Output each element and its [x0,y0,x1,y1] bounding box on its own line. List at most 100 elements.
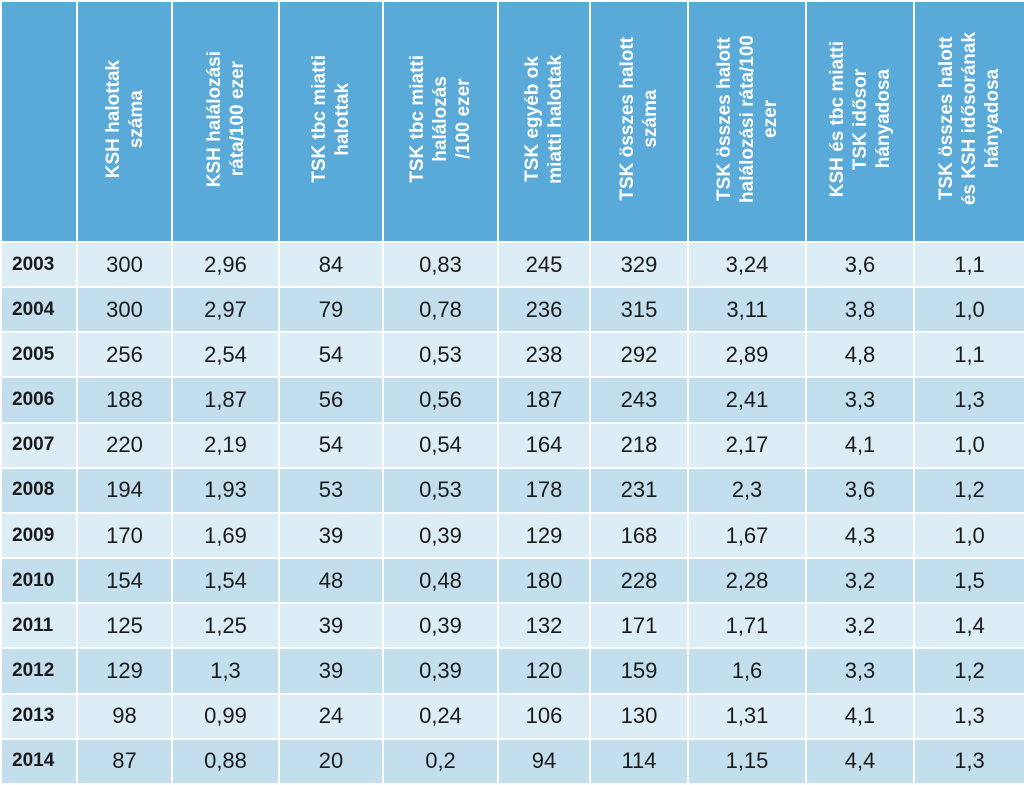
table-cell: 1,1 [913,240,1024,289]
table-cell: 1,87 [171,376,280,424]
table-cell: 188 [76,376,173,424]
table-cell: 39 [278,647,384,695]
table-cell: 20 [278,737,384,785]
table-cell: 2,89 [687,331,807,379]
table-cell: 4,1 [805,692,915,740]
table-cell: 228 [589,557,689,605]
table-cell: 171 [589,602,689,650]
column-header: TSK tbc miatti halottak [278,0,384,243]
table-cell: 129 [497,511,591,560]
table-cell: 48 [278,557,384,605]
table-cell: 98 [76,692,173,740]
table-cell: 154 [76,557,173,605]
table-cell: 0,53 [382,331,499,379]
header-corner [0,0,78,243]
table-cell: 1,4 [913,602,1024,650]
table-cell: 218 [589,421,689,469]
table-row: 2014 87 0,88 20 0,2 94 114 1,15 4,4 1,3 [0,737,1024,785]
table-cell: 3,8 [805,286,915,334]
row-year: 2010 [0,557,78,605]
table-cell: 1,5 [913,557,1024,605]
table-cell: 53 [278,466,384,514]
table-cell: 3,2 [805,602,915,650]
table-cell: 1,0 [913,511,1024,560]
table-cell: 1,31 [687,692,807,740]
table-cell: 2,3 [687,466,807,514]
table-cell: 1,25 [171,602,280,650]
table-cell: 54 [278,421,384,469]
table-cell: 2,97 [171,286,280,334]
table-cell: 300 [76,286,173,334]
table-cell: 4,1 [805,421,915,469]
table-cell: 3,3 [805,647,915,695]
table-cell: 39 [278,602,384,650]
table-cell: 3,6 [805,466,915,514]
table-cell: 1,3 [171,647,280,695]
row-year: 2011 [0,602,78,650]
column-header-label: TSK tbc miatti halottak [309,55,353,183]
table-cell: 106 [497,692,591,740]
table-cell: 130 [589,692,689,740]
table-cell: 194 [76,466,173,514]
table-cell: 79 [278,286,384,334]
column-header: TSK összes halott száma [589,0,689,243]
row-year: 2012 [0,647,78,695]
table-cell: 256 [76,331,173,379]
table-row: 2010 154 1,54 48 0,48 180 228 2,28 3,2 1,5 [0,557,1024,605]
table-cell: 84 [278,240,384,289]
table-cell: 180 [497,557,591,605]
table-cell: 125 [76,602,173,650]
table-row: 2004 300 2,97 79 0,78 236 315 3,11 3,8 1,0 [0,286,1024,334]
table-cell: 3,6 [805,240,915,289]
table-cell: 0,78 [382,286,499,334]
table-cell: 1,69 [171,511,280,560]
table-cell: 0,54 [382,421,499,469]
column-header: TSK összes halott és KSH idősorának hány… [913,0,1024,243]
table-cell: 3,2 [805,557,915,605]
row-year: 2005 [0,331,78,379]
table-cell: 187 [497,376,591,424]
table-row: 2009 170 1,69 39 0,39 129 168 1,67 4,3 1,0 [0,511,1024,560]
row-year: 2003 [0,240,78,289]
table-cell: 292 [589,331,689,379]
table-cell: 0,83 [382,240,499,289]
table-cell: 56 [278,376,384,424]
column-header-label: KSH halottak száma [102,59,147,179]
column-header-label: TSK tbc miatti halálozás /100 ezer [407,55,474,183]
table-cell: 245 [497,240,591,289]
column-header-label: KSH és tbc miatti TSK idősor hányadosa [826,40,894,198]
table-cell: 2,54 [171,331,280,379]
table-cell: 168 [589,511,689,560]
table-cell: 1,67 [687,511,807,560]
table-cell: 0,24 [382,692,499,740]
row-year: 2006 [0,376,78,424]
table-cell: 159 [589,647,689,695]
column-header: KSH halálozási ráta/100 ezer [171,0,280,243]
table-cell: 0,39 [382,511,499,560]
table-cell: 94 [497,737,591,785]
table-cell: 54 [278,331,384,379]
table-row: 2007 220 2,19 54 0,54 164 218 2,17 4,1 1,0 [0,421,1024,469]
table-cell: 1,2 [913,647,1024,695]
column-header: TSK egyéb ok miatti halottak [497,0,591,243]
table-cell: 1,6 [687,647,807,695]
table-cell: 2,96 [171,240,280,289]
column-header: KSH halottak száma [76,0,173,243]
table-row: 2005 256 2,54 54 0,53 238 292 2,89 4,8 1,1 [0,331,1024,379]
column-header-label: TSK összes halott halálozási ráta/100 ez… [713,35,781,203]
table-cell: 2,28 [687,557,807,605]
column-header: KSH és tbc miatti TSK idősor hányadosa [805,0,915,243]
table-cell: 236 [497,286,591,334]
table-cell: 132 [497,602,591,650]
row-year: 2007 [0,421,78,469]
table-cell: 2,19 [171,421,280,469]
column-header: TSK tbc miatti halálozás /100 ezer [382,0,499,243]
table-cell: 329 [589,240,689,289]
table-cell: 0,56 [382,376,499,424]
table-cell: 3,24 [687,240,807,289]
table-cell: 0,99 [171,692,280,740]
table-cell: 220 [76,421,173,469]
row-year: 2014 [0,737,78,785]
table-cell: 114 [589,737,689,785]
table-cell: 0,39 [382,602,499,650]
